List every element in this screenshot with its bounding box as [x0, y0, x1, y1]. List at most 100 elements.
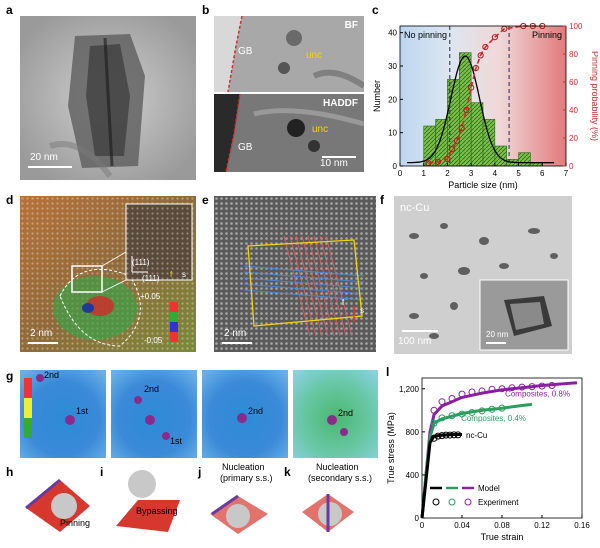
- experiment-point: [448, 412, 456, 420]
- experiment-point: [438, 414, 446, 422]
- panel-label-h: h: [6, 465, 14, 479]
- panel-b-bottom: HADDF GB unc 10 nm: [214, 94, 364, 172]
- probability-point: [468, 84, 475, 91]
- experiment-point: [488, 405, 496, 413]
- tem-image-b-haddf: [214, 94, 364, 172]
- chart-l: 0 0.04 0.08 0.12 0.16 0 400 800 1,200 True strain…: [386, 377, 590, 542]
- y2-tick-label: 20: [569, 134, 578, 143]
- y-tick-label: 1,200: [399, 385, 420, 394]
- pinning-label: Pinning: [532, 30, 562, 40]
- bypassing-text: Bypassing: [136, 506, 178, 516]
- series-label: Composites, 0.4%: [461, 414, 526, 423]
- g-label-2nd-c: 2nd: [248, 406, 264, 416]
- panel-j: Nucleation (primary s.s.): [204, 462, 288, 538]
- mode-label-haddf: HADDF: [323, 98, 358, 109]
- panel-d: (111) (111) f s +0.05 -0.05 2 nm: [20, 196, 196, 352]
- plot-frame: [421, 377, 583, 519]
- legend-model-label: Model: [478, 484, 500, 493]
- inset-scale-bar: [486, 342, 506, 344]
- y-tick-label: 0: [415, 514, 420, 523]
- x-tick-label: 0.08: [494, 521, 510, 530]
- experiment-point: [434, 432, 442, 440]
- panel-label-d: d: [6, 193, 14, 207]
- legend-marker: [464, 498, 472, 506]
- y-tick-label: 40: [388, 29, 397, 38]
- histogram-bar: [447, 79, 460, 167]
- panel-label-e: e: [202, 193, 209, 207]
- scale-label: 2 nm: [30, 328, 53, 339]
- unc-label-bottom: unc: [312, 124, 329, 135]
- experiment-point: [488, 385, 496, 393]
- legend-marker: [432, 498, 440, 506]
- y-tick-label: 400: [406, 471, 420, 480]
- legend-experiment-label: Experiment: [478, 498, 519, 507]
- panel-label-i: i: [100, 465, 104, 479]
- scale-label: 20 nm: [30, 152, 58, 163]
- scale-bar: [322, 156, 356, 158]
- experiment-point: [508, 384, 516, 392]
- histogram-bar: [494, 145, 508, 167]
- g-label-2nd-a: 2nd: [44, 370, 60, 380]
- nucleation-primary-schematic: [210, 494, 268, 534]
- x-axis-label: Particle size (nm): [448, 180, 518, 190]
- x-tick-label: 6: [540, 169, 545, 178]
- legend-marker: [448, 498, 456, 506]
- panel-g: 2nd 1st 2nd 1st 2nd 2nd: [20, 370, 378, 458]
- y-axis-label: Number: [372, 80, 382, 112]
- x-tick-label: 1: [421, 169, 426, 178]
- pinning-probability-line: [428, 25, 543, 164]
- panel-b-top: BF GB unc: [214, 16, 364, 92]
- nucleation-label: Nucleation: [222, 462, 265, 472]
- y-tick-label: 30: [388, 62, 397, 71]
- colorbar-min: -0.05: [144, 336, 163, 345]
- y2-tick-label: 60: [569, 78, 578, 87]
- experiment-point: [446, 431, 454, 439]
- x-axis-label: True strain: [481, 532, 524, 542]
- panel-label-c: c: [372, 3, 379, 17]
- x-tick-label: 0: [420, 521, 425, 530]
- experiment-point: [430, 419, 438, 427]
- x-tick-label: 7: [564, 169, 569, 178]
- pinning-text: Pinning: [60, 518, 91, 528]
- experiment-point: [498, 385, 506, 393]
- series-label: nc-Cu: [466, 431, 487, 440]
- experiment-point: [478, 387, 486, 395]
- x-tick-label: 2: [445, 169, 450, 178]
- burgers-f-label: f: [342, 298, 345, 307]
- experiment-point: [518, 383, 526, 391]
- y2-tick-label: 80: [569, 50, 578, 59]
- panel-i: Bypassing: [108, 466, 192, 536]
- pinning-schematic: [25, 478, 90, 532]
- experiment-point: [468, 388, 476, 396]
- y-tick-label: 20: [388, 95, 397, 104]
- experiment-point: [468, 408, 476, 416]
- inset-s-label: s: [182, 270, 186, 279]
- scale-bar: [402, 330, 438, 332]
- nucleation-sub-label: (primary s.s.): [220, 473, 273, 483]
- bypassing-schematic: [116, 470, 180, 532]
- scale-label: 2 nm: [224, 328, 247, 339]
- tem-image-a: [20, 16, 196, 180]
- scale-bar: [222, 342, 252, 344]
- histogram-bar: [482, 119, 496, 167]
- scale-bar: [28, 342, 58, 344]
- experiment-point: [478, 407, 486, 415]
- y-tick-label: 10: [388, 129, 397, 138]
- probability-point: [434, 158, 442, 165]
- experiment-point: [528, 383, 536, 391]
- probability-point: [449, 146, 456, 153]
- g-label-2nd-d: 2nd: [338, 408, 354, 418]
- scale-label: 100 nm: [398, 336, 432, 347]
- mode-label-bf: BF: [344, 20, 358, 31]
- probability-point: [491, 34, 498, 41]
- panel-label-g: g: [6, 369, 14, 383]
- y-tick-label: 800: [406, 428, 420, 437]
- probability-point: [477, 52, 484, 59]
- colorbar-max: +0.05: [140, 292, 161, 301]
- tem-image-b-bf: [214, 16, 364, 92]
- experiment-point: [438, 398, 446, 406]
- x-tick-label: 0.16: [574, 521, 590, 530]
- panel-e: f s 2 nm: [214, 196, 376, 352]
- y2-axis-label: Pinning probability (%): [590, 51, 598, 141]
- nucleation-label: Nucleation: [316, 462, 359, 472]
